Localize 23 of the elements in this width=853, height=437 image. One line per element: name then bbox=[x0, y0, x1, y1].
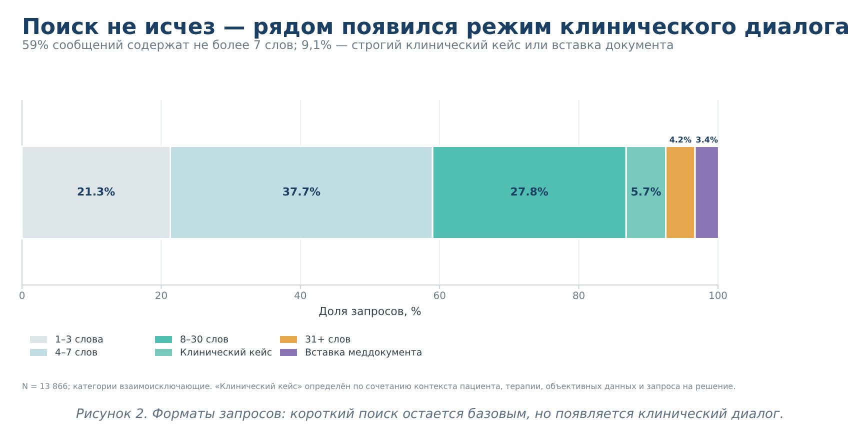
data-label: 5.7% bbox=[630, 186, 662, 199]
x-tick-label: 80 bbox=[572, 291, 586, 302]
legend-label: Клинический кейс bbox=[180, 348, 272, 359]
chart-subtitle: 59% сообщений содержат не более 7 слов; 9,1% — строгий клинический кейс или вставка документа bbox=[22, 38, 674, 52]
legend-label: 8–30 слов bbox=[180, 334, 230, 346]
text: N = 13 866; категории взаимоисключающие. «Клинический кейс» определён по сочетанию контекста пациента, терапии, объективных данных и запроса на решение. bbox=[22, 382, 736, 391]
legend-label: 1–3 слова bbox=[55, 334, 104, 346]
x-tick-label: 20 bbox=[154, 291, 168, 302]
text: Рисунок 2. Форматы запросов: короткий поиск остается базовым, но появляется клинический диалог. bbox=[76, 407, 784, 422]
data-label: 4.2% bbox=[669, 135, 692, 144]
legend-label: 31+ слов bbox=[305, 334, 352, 346]
legend-label: 4–7 слов bbox=[55, 348, 98, 359]
chart-title: Поиск не исчез — рядом появился режим клинического диалога bbox=[22, 15, 850, 40]
x-axis-title: Доля запросов, % bbox=[318, 305, 422, 318]
x-tick-label: 40 bbox=[294, 291, 307, 302]
x-tick-label: 100 bbox=[708, 291, 728, 302]
x-tick-label: 0 bbox=[18, 291, 26, 302]
legend-label: Вставка меддокумента bbox=[305, 348, 422, 359]
x-tick-label: 60 bbox=[433, 291, 446, 302]
data-label: 21.3% bbox=[77, 186, 116, 199]
data-label: 37.7% bbox=[282, 186, 321, 199]
data-label: 3.4% bbox=[696, 135, 718, 144]
data-label: 27.8% bbox=[510, 186, 548, 199]
